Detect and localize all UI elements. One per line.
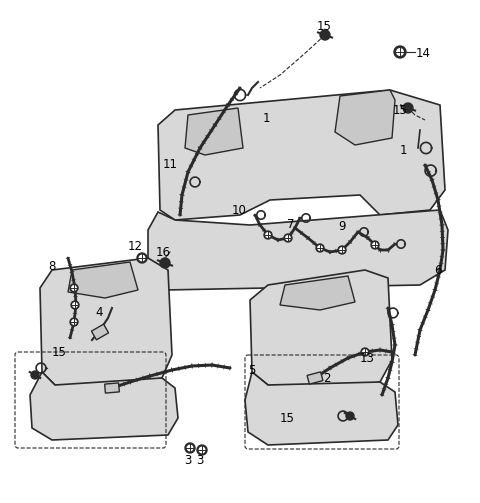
Text: 4: 4 [95,305,103,318]
Circle shape [346,412,354,420]
Bar [91,324,108,340]
Circle shape [70,284,78,292]
Circle shape [403,103,413,113]
Circle shape [197,445,207,455]
Circle shape [286,236,290,240]
Text: 13: 13 [360,352,375,365]
Circle shape [340,248,344,252]
Circle shape [363,350,367,354]
Circle shape [264,231,272,239]
Circle shape [31,371,39,379]
Circle shape [185,443,195,453]
Text: 15: 15 [317,20,332,33]
Polygon shape [245,372,398,445]
Polygon shape [148,210,448,290]
Circle shape [199,447,205,453]
Text: 15: 15 [52,347,67,360]
Text: 5: 5 [248,364,255,377]
Text: 1: 1 [400,143,408,156]
Circle shape [320,30,330,40]
Circle shape [70,318,78,326]
Circle shape [396,49,403,55]
Circle shape [316,244,324,252]
Circle shape [160,258,170,268]
Circle shape [394,46,406,58]
Text: 10: 10 [232,204,247,216]
Circle shape [137,253,147,263]
Polygon shape [40,258,172,390]
Circle shape [373,243,377,247]
Circle shape [187,445,193,451]
Circle shape [318,246,322,250]
Text: 3: 3 [184,454,192,466]
Circle shape [73,303,77,307]
Circle shape [71,301,79,309]
Polygon shape [158,90,445,220]
Text: 6: 6 [434,264,442,277]
Text: 3: 3 [196,455,204,467]
Text: 8: 8 [48,261,55,274]
Bar [105,383,120,393]
Polygon shape [250,270,392,390]
Circle shape [361,348,369,356]
Circle shape [338,246,346,254]
Text: 11: 11 [163,158,178,172]
Text: 15: 15 [280,411,295,425]
Text: 9: 9 [338,220,346,233]
Circle shape [139,255,145,261]
Circle shape [72,286,76,290]
Polygon shape [185,108,243,155]
Polygon shape [280,276,355,310]
Text: 16: 16 [156,245,171,259]
Text: 7: 7 [287,218,295,231]
Text: 15: 15 [393,104,408,117]
Text: 12: 12 [128,239,143,253]
Text: 1: 1 [263,112,271,125]
Circle shape [72,320,76,324]
Circle shape [284,234,292,242]
Text: 2: 2 [323,372,331,384]
Circle shape [371,241,379,249]
Text: 14: 14 [416,46,431,59]
Polygon shape [335,90,395,145]
Bar [307,372,323,384]
Polygon shape [30,372,178,440]
Polygon shape [68,262,138,298]
Circle shape [266,233,270,237]
